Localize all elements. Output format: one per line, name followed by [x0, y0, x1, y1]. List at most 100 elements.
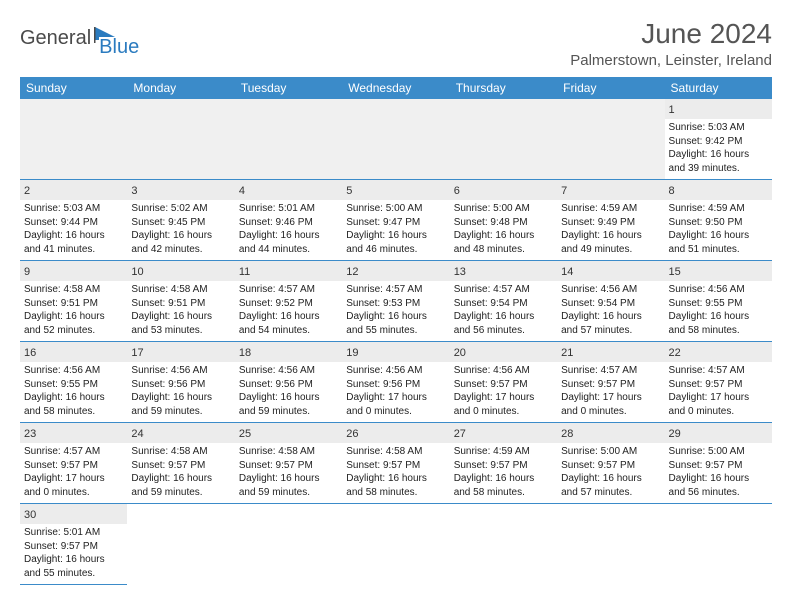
day-number-bar: 3 — [127, 180, 234, 200]
day-number-bar: 7 — [557, 180, 664, 200]
sun-info: Sunrise: 5:01 AMSunset: 9:46 PMDaylight:… — [239, 202, 338, 256]
calendar-week-row: 30Sunrise: 5:01 AMSunset: 9:57 PMDayligh… — [20, 504, 772, 585]
sunrise-text: Sunrise: 4:56 AM — [561, 283, 660, 297]
sunrise-text: Sunrise: 4:57 AM — [669, 364, 768, 378]
sunrise-text: Sunrise: 4:57 AM — [239, 283, 338, 297]
sunset-text: Sunset: 9:57 PM — [561, 459, 660, 473]
daylight-text: Daylight: 16 hours and 56 minutes. — [669, 472, 768, 499]
calendar-day-cell: 17Sunrise: 4:56 AMSunset: 9:56 PMDayligh… — [127, 342, 234, 423]
daylight-text: Daylight: 16 hours and 53 minutes. — [131, 310, 230, 337]
sun-info: Sunrise: 4:58 AMSunset: 9:51 PMDaylight:… — [131, 283, 230, 337]
sun-info: Sunrise: 4:56 AMSunset: 9:55 PMDaylight:… — [669, 283, 768, 337]
sunset-text: Sunset: 9:49 PM — [561, 216, 660, 230]
calendar-day-cell — [235, 99, 342, 180]
sunset-text: Sunset: 9:57 PM — [239, 459, 338, 473]
day-number: 11 — [239, 266, 250, 278]
day-number-bar: 17 — [127, 342, 234, 362]
sunrise-text: Sunrise: 4:56 AM — [239, 364, 338, 378]
calendar-day-cell: 27Sunrise: 4:59 AMSunset: 9:57 PMDayligh… — [450, 423, 557, 504]
calendar-day-cell: 14Sunrise: 4:56 AMSunset: 9:54 PMDayligh… — [557, 261, 664, 342]
sunset-text: Sunset: 9:51 PM — [131, 297, 230, 311]
calendar-table: Sunday Monday Tuesday Wednesday Thursday… — [20, 77, 772, 585]
day-number-bar: 25 — [235, 423, 342, 443]
day-number: 6 — [454, 185, 460, 197]
daylight-text: Daylight: 16 hours and 55 minutes. — [346, 310, 445, 337]
sunrise-text: Sunrise: 4:56 AM — [669, 283, 768, 297]
daylight-text: Daylight: 16 hours and 54 minutes. — [239, 310, 338, 337]
sunrise-text: Sunrise: 5:00 AM — [454, 202, 553, 216]
sunset-text: Sunset: 9:53 PM — [346, 297, 445, 311]
day-number: 16 — [24, 347, 36, 359]
calendar-day-cell — [557, 99, 664, 180]
sun-info: Sunrise: 4:56 AMSunset: 9:56 PMDaylight:… — [239, 364, 338, 418]
daylight-text: Daylight: 16 hours and 56 minutes. — [454, 310, 553, 337]
sun-info: Sunrise: 4:58 AMSunset: 9:57 PMDaylight:… — [239, 445, 338, 499]
weekday-header-row: Sunday Monday Tuesday Wednesday Thursday… — [20, 77, 772, 99]
day-number: 22 — [669, 347, 681, 359]
sunrise-text: Sunrise: 5:01 AM — [24, 526, 123, 540]
calendar-day-cell: 23Sunrise: 4:57 AMSunset: 9:57 PMDayligh… — [20, 423, 127, 504]
day-number-bar: 19 — [342, 342, 449, 362]
sunrise-text: Sunrise: 4:57 AM — [24, 445, 123, 459]
day-number-bar: 15 — [665, 261, 772, 281]
day-number: 1 — [669, 104, 675, 116]
calendar-day-cell: 19Sunrise: 4:56 AMSunset: 9:56 PMDayligh… — [342, 342, 449, 423]
sunrise-text: Sunrise: 5:02 AM — [131, 202, 230, 216]
sun-info: Sunrise: 5:01 AMSunset: 9:57 PMDaylight:… — [24, 526, 123, 580]
sunset-text: Sunset: 9:56 PM — [346, 378, 445, 392]
sun-info: Sunrise: 4:57 AMSunset: 9:54 PMDaylight:… — [454, 283, 553, 337]
location-label: Palmerstown, Leinster, Ireland — [570, 52, 772, 69]
day-number: 18 — [239, 347, 251, 359]
daylight-text: Daylight: 16 hours and 59 minutes. — [239, 391, 338, 418]
sunset-text: Sunset: 9:42 PM — [669, 135, 768, 149]
calendar-day-cell: 18 Sunrise: 4:56 AMSunset: 9:56 PMDayligh… — [235, 342, 342, 423]
calendar-week-row: 1Sunrise: 5:03 AMSunset: 9:42 PMDaylight… — [20, 99, 772, 180]
sun-info: Sunrise: 4:57 AMSunset: 9:52 PMDaylight:… — [239, 283, 338, 337]
sunrise-text: Sunrise: 4:58 AM — [346, 445, 445, 459]
day-number: 17 — [131, 347, 143, 359]
logo-text-blue: Blue — [99, 36, 139, 59]
calendar-day-cell: 28Sunrise: 5:00 AMSunset: 9:57 PMDayligh… — [557, 423, 664, 504]
daylight-text: Daylight: 16 hours and 58 minutes. — [24, 391, 123, 418]
daylight-text: Daylight: 16 hours and 46 minutes. — [346, 229, 445, 256]
month-title: June 2024 — [570, 18, 772, 50]
daylight-text: Daylight: 16 hours and 58 minutes. — [669, 310, 768, 337]
day-number-bar: 4 — [235, 180, 342, 200]
sunrise-text: Sunrise: 5:03 AM — [669, 121, 768, 135]
sunset-text: Sunset: 9:57 PM — [669, 459, 768, 473]
calendar-day-cell — [127, 99, 234, 180]
daylight-text: Daylight: 16 hours and 58 minutes. — [454, 472, 553, 499]
calendar-day-cell — [20, 99, 127, 180]
day-number-bar: 22 — [665, 342, 772, 362]
day-number: 2 — [24, 185, 30, 197]
sunrise-text: Sunrise: 4:58 AM — [24, 283, 123, 297]
calendar-day-cell: 4Sunrise: 5:01 AMSunset: 9:46 PMDaylight… — [235, 180, 342, 261]
day-number: 9 — [24, 266, 30, 278]
daylight-text: Daylight: 16 hours and 59 minutes. — [239, 472, 338, 499]
sun-info: Sunrise: 5:03 AMSunset: 9:44 PMDaylight:… — [24, 202, 123, 256]
day-number-bar: 13 — [450, 261, 557, 281]
daylight-text: Daylight: 16 hours and 49 minutes. — [561, 229, 660, 256]
calendar-day-cell — [235, 504, 342, 585]
calendar-day-cell: 29Sunrise: 5:00 AMSunset: 9:57 PMDayligh… — [665, 423, 772, 504]
calendar-day-cell: 9Sunrise: 4:58 AMSunset: 9:51 PMDaylight… — [20, 261, 127, 342]
calendar-week-row: 23Sunrise: 4:57 AMSunset: 9:57 PMDayligh… — [20, 423, 772, 504]
sunset-text: Sunset: 9:56 PM — [131, 378, 230, 392]
day-number-bar: 2 — [20, 180, 127, 200]
sunrise-text: Sunrise: 4:57 AM — [561, 364, 660, 378]
daylight-text: Daylight: 16 hours and 57 minutes. — [561, 472, 660, 499]
day-number-bar: 16 — [20, 342, 127, 362]
weekday-header: Thursday — [450, 77, 557, 99]
sunset-text: Sunset: 9:48 PM — [454, 216, 553, 230]
sunset-text: Sunset: 9:54 PM — [454, 297, 553, 311]
day-number-bar: 29 — [665, 423, 772, 443]
weekday-header: Saturday — [665, 77, 772, 99]
day-number-bar: 8 — [665, 180, 772, 200]
calendar-day-cell: 26Sunrise: 4:58 AMSunset: 9:57 PMDayligh… — [342, 423, 449, 504]
weekday-header: Friday — [557, 77, 664, 99]
day-number-bar: 23 — [20, 423, 127, 443]
sunrise-text: Sunrise: 4:56 AM — [346, 364, 445, 378]
sunset-text: Sunset: 9:57 PM — [454, 378, 553, 392]
day-number: 28 — [561, 428, 573, 440]
day-number-bar: 24 — [127, 423, 234, 443]
